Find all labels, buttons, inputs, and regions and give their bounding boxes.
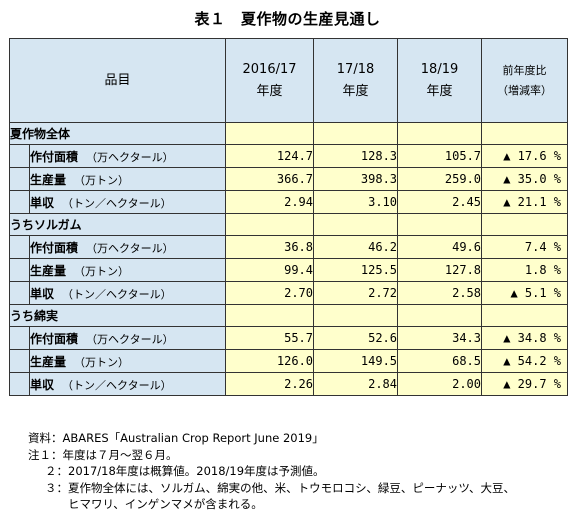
value-18-19: 127.8 <box>397 258 483 282</box>
row-label: 作付面積 （万ヘクタール） <box>28 235 227 259</box>
value-18-19: 2.58 <box>397 281 483 305</box>
value-2016-17: 2.26 <box>225 372 315 396</box>
row-label: 生産量 （万トン） <box>28 258 227 282</box>
value-17-18: 128.3 <box>313 144 399 168</box>
header-17-18: 17/18 年度 <box>313 38 399 123</box>
row-label: 単収 （トン／ヘクタール） <box>28 372 227 396</box>
group-name: 夏作物全体 <box>8 122 227 145</box>
value-17-18: 3.10 <box>313 190 399 214</box>
value-17-18: 52.6 <box>313 326 399 350</box>
table-row: 生産量 （万トン） 99.4 125.5 127.8 1.8 % <box>9 258 569 282</box>
group-name: うちソルガム <box>8 213 227 236</box>
value-18-19: 68.5 <box>397 349 483 373</box>
footnotes: 資料：ABARES「Australian Crop Report June 20… <box>28 430 515 513</box>
table-row: 生産量 （万トン） 366.7 398.3 259.0 ▲ 35.0 % <box>9 167 569 191</box>
value-2016-17: 36.8 <box>225 235 315 259</box>
value-17-18: 46.2 <box>313 235 399 259</box>
group-name: うち綿実 <box>8 304 227 327</box>
value-17-18: 125.5 <box>313 258 399 282</box>
group-row: 夏作物全体 <box>8 122 569 145</box>
value-18-19: 105.7 <box>397 144 483 168</box>
group-row: うちソルガム <box>8 213 569 236</box>
value-yoy-change: ▲ 34.8 % <box>481 326 569 350</box>
source-note: 資料：ABARES「Australian Crop Report June 20… <box>28 431 324 445</box>
header-item: 品目 <box>8 38 227 123</box>
table-row: 生産量 （万トン） 126.0 149.5 68.5 ▲ 54.2 % <box>9 349 569 373</box>
value-yoy-change: ▲ 21.1 % <box>481 190 569 214</box>
header-yoy-change: 前年度比 （増減率） <box>481 38 569 123</box>
value-2016-17: 2.94 <box>225 190 315 214</box>
value-17-18: 398.3 <box>313 167 399 191</box>
value-yoy-change: ▲ 17.6 % <box>481 144 569 168</box>
table-row: 単収 （トン／ヘクタール） 2.26 2.84 2.00 ▲ 29.7 % <box>9 372 569 396</box>
note-3-cont: ヒマワリ、インゲンマメが含まれる。 <box>68 497 263 511</box>
row-label: 単収 （トン／ヘクタール） <box>28 281 227 305</box>
row-label: 作付面積 （万ヘクタール） <box>28 144 227 168</box>
header-18-19: 18/19 年度 <box>397 38 483 123</box>
row-label: 生産量 （万トン） <box>28 349 227 373</box>
note-1: 注１：年度は７月～翌６月。 <box>28 447 178 462</box>
production-table: 品目 2016/17 年度 17/18 年度 18/19 年度 前年度比 （増減… <box>8 38 569 396</box>
value-18-19: 2.00 <box>397 372 483 396</box>
value-18-19: 34.3 <box>397 326 483 350</box>
note-3: ３：夏作物全体には、ソルガム、綿実の他、米、トウモロコシ、緑豆、ピーナッツ、大豆… <box>45 480 516 495</box>
value-2016-17: 2.70 <box>225 281 315 305</box>
row-label: 作付面積 （万ヘクタール） <box>28 326 227 350</box>
value-17-18: 2.84 <box>313 372 399 396</box>
table-body: 夏作物全体 作付面積 （万ヘクタール） 124.7 128.3 105.7 ▲ 17.6 %… <box>8 122 569 396</box>
value-2016-17: 366.7 <box>225 167 315 191</box>
value-17-18: 2.72 <box>313 281 399 305</box>
table-row: 作付面積 （万ヘクタール） 36.8 46.2 49.6 7.4 % <box>9 235 569 259</box>
value-yoy-change: ▲ 35.0 % <box>481 167 569 191</box>
table-row: 単収 （トン／ヘクタール） 2.70 2.72 2.58 ▲ 5.1 % <box>9 281 569 305</box>
value-yoy-change: ▲ 5.1 % <box>481 281 569 305</box>
value-yoy-change: ▲ 54.2 % <box>481 349 569 373</box>
table-title: 表１ 夏作物の生産見通し <box>194 10 381 28</box>
header-row: 品目 2016/17 年度 17/18 年度 18/19 年度 前年度比 （増減… <box>8 38 569 123</box>
value-18-19: 2.45 <box>397 190 483 214</box>
value-2016-17: 124.7 <box>225 144 315 168</box>
value-yoy-change: 7.4 % <box>481 235 569 259</box>
note-2: ２：2017/18年度は概算値。2018/19年度は予測値。 <box>45 464 325 478</box>
value-yoy-change: 1.8 % <box>481 258 569 282</box>
header-2016-17: 2016/17 年度 <box>225 38 315 123</box>
value-2016-17: 126.0 <box>225 349 315 373</box>
value-18-19: 259.0 <box>397 167 483 191</box>
row-label: 単収 （トン／ヘクタール） <box>28 190 227 214</box>
value-17-18: 149.5 <box>313 349 399 373</box>
row-label: 生産量 （万トン） <box>28 167 227 191</box>
value-2016-17: 99.4 <box>225 258 315 282</box>
value-18-19: 49.6 <box>397 235 483 259</box>
table-row: 作付面積 （万ヘクタール） 55.7 52.6 34.3 ▲ 34.8 % <box>9 326 569 350</box>
value-2016-17: 55.7 <box>225 326 315 350</box>
value-yoy-change: ▲ 29.7 % <box>481 372 569 396</box>
table-row: 単収 （トン／ヘクタール） 2.94 3.10 2.45 ▲ 21.1 % <box>9 190 569 214</box>
table-row: 作付面積 （万ヘクタール） 124.7 128.3 105.7 ▲ 17.6 % <box>9 144 569 168</box>
group-row: うち綿実 <box>8 304 569 327</box>
